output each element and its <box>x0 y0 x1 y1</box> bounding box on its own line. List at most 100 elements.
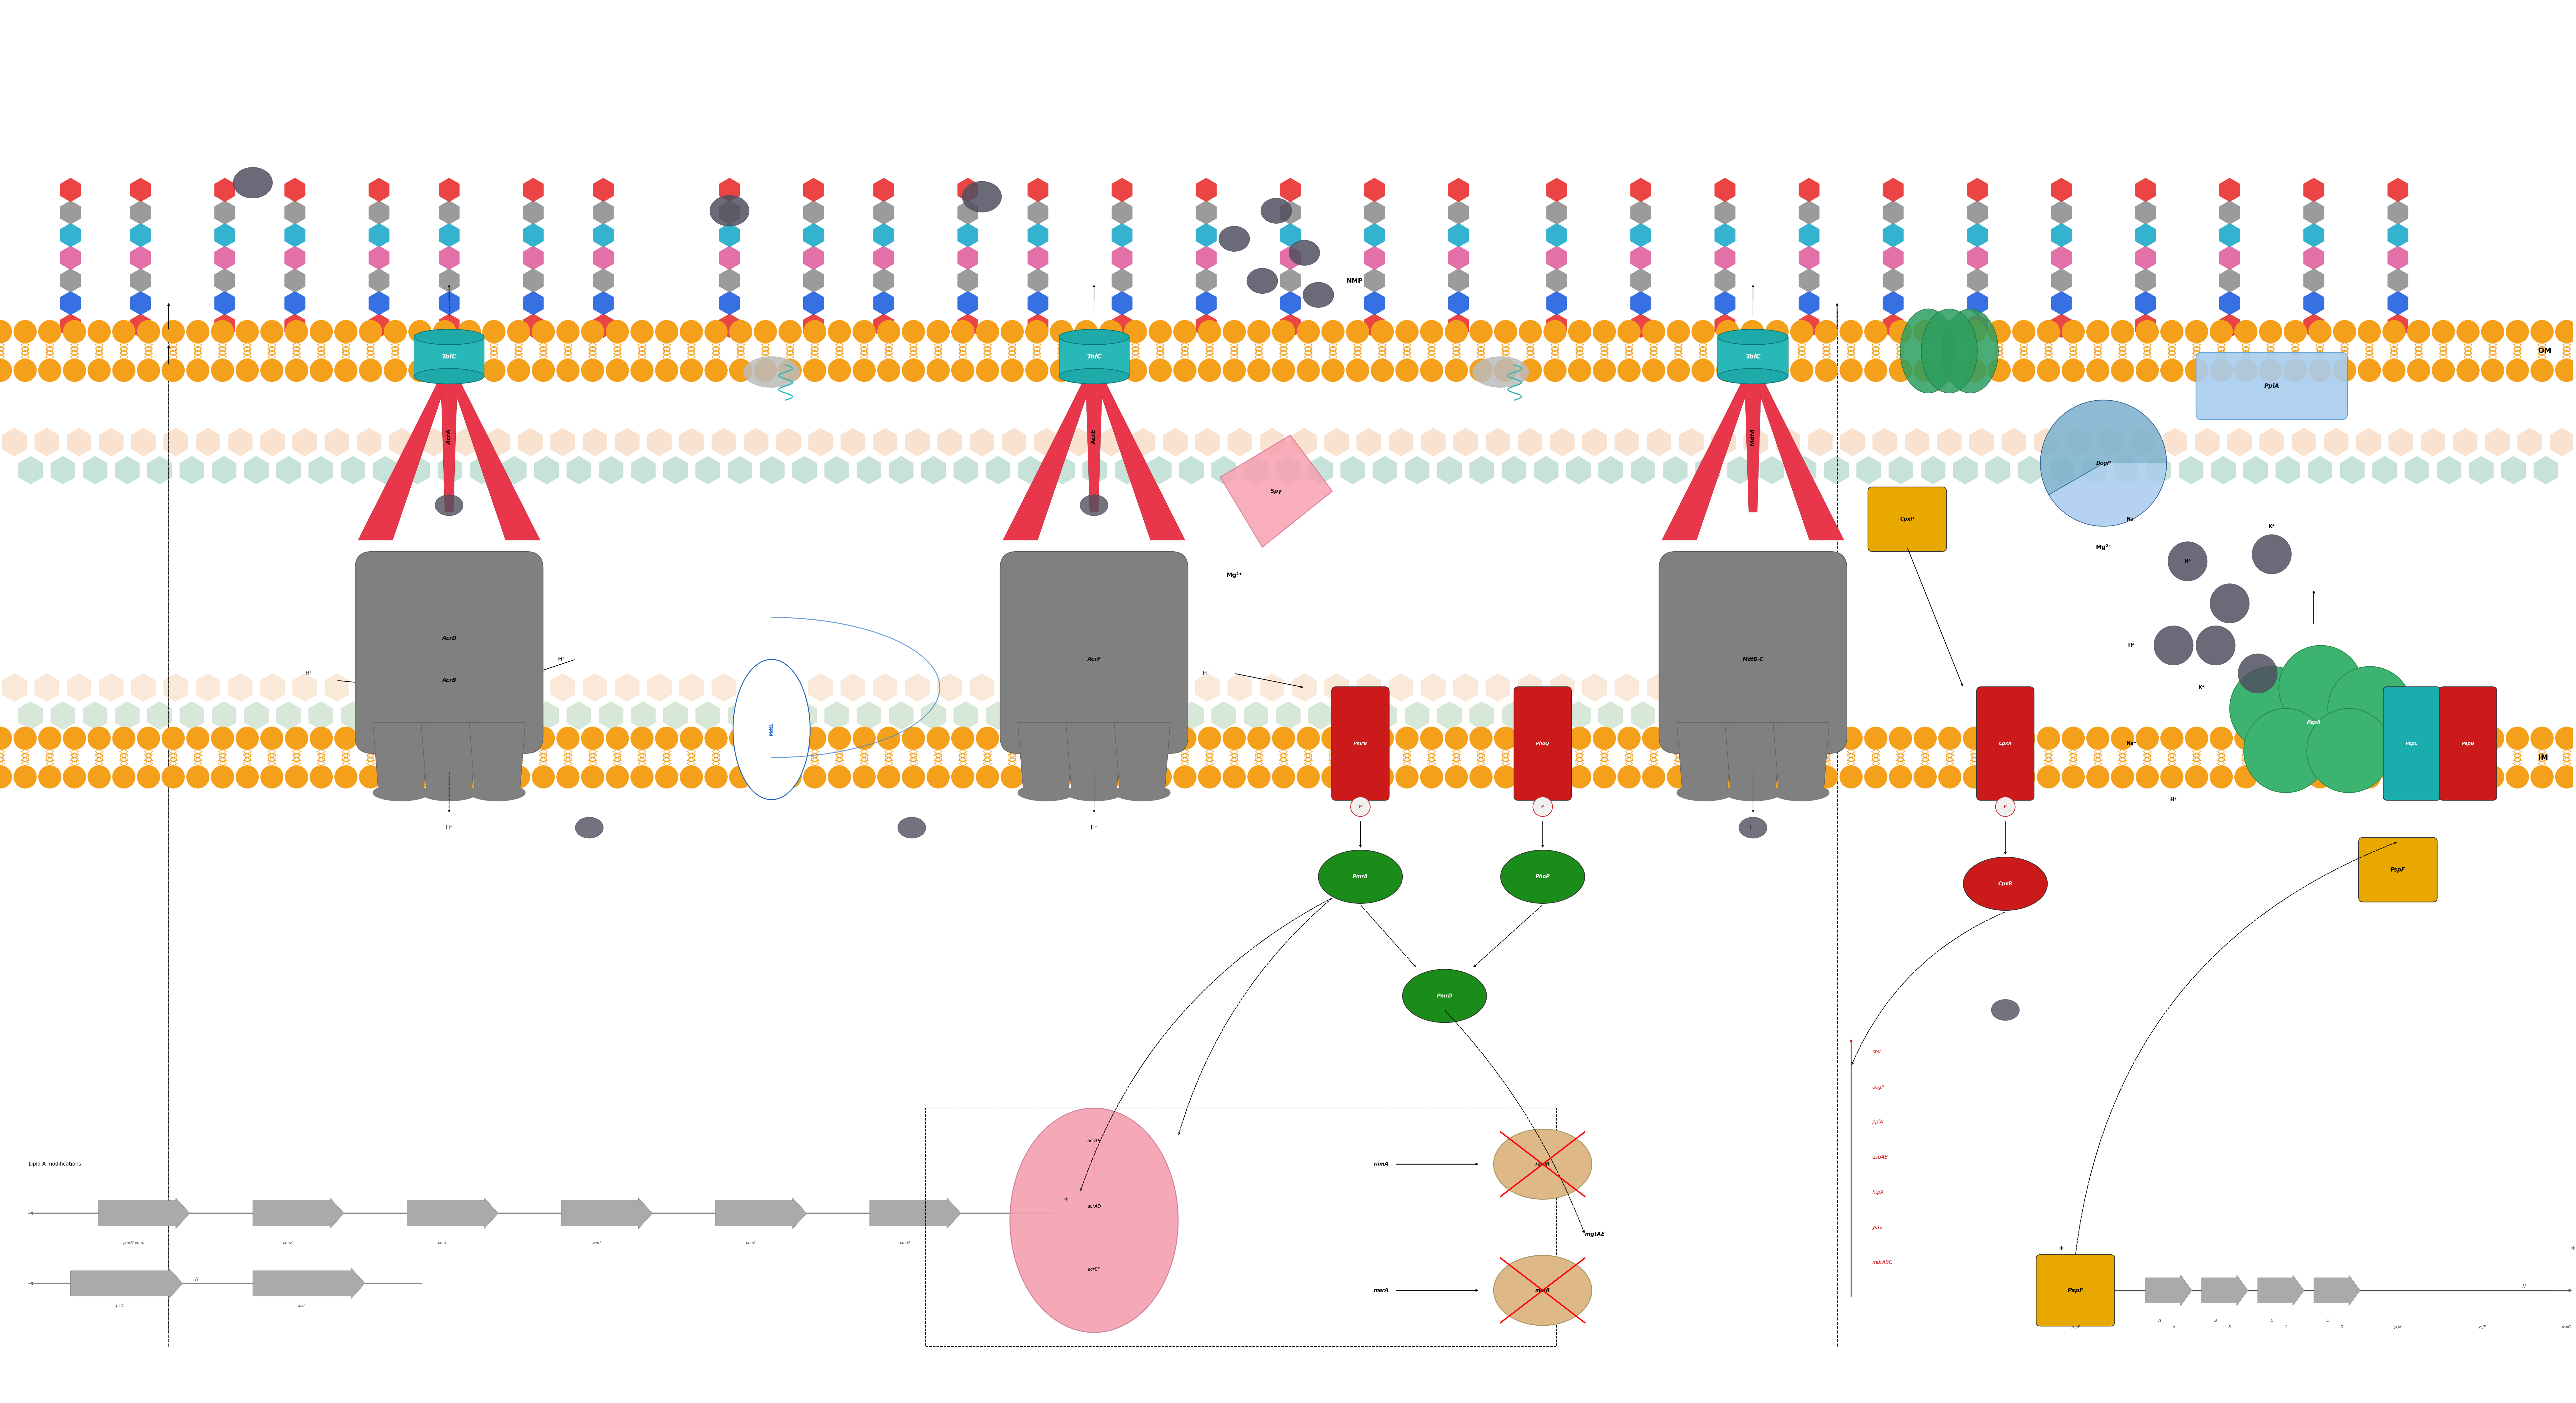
Polygon shape <box>2218 246 2239 269</box>
Polygon shape <box>760 702 783 730</box>
Polygon shape <box>438 702 461 730</box>
Text: marR: marR <box>1535 1288 1551 1292</box>
Ellipse shape <box>961 181 1002 212</box>
Polygon shape <box>2372 456 2396 484</box>
Circle shape <box>410 359 430 382</box>
Polygon shape <box>953 456 979 484</box>
FancyBboxPatch shape <box>2195 352 2347 419</box>
Circle shape <box>2406 359 2429 382</box>
Polygon shape <box>1066 723 1123 793</box>
FancyBboxPatch shape <box>2383 687 2439 800</box>
FancyBboxPatch shape <box>1868 487 1947 551</box>
Circle shape <box>778 766 801 788</box>
Text: NMP: NMP <box>1347 278 1363 283</box>
Ellipse shape <box>1247 268 1278 293</box>
Circle shape <box>2161 320 2182 342</box>
Polygon shape <box>1363 201 1383 224</box>
Circle shape <box>2357 727 2380 749</box>
Circle shape <box>1816 766 1837 788</box>
Polygon shape <box>131 223 152 247</box>
Circle shape <box>1520 359 1540 382</box>
Polygon shape <box>1883 246 1904 269</box>
Circle shape <box>2458 359 2478 382</box>
Text: K⁺: K⁺ <box>2269 523 2275 529</box>
Polygon shape <box>502 456 526 484</box>
Polygon shape <box>98 428 124 456</box>
Circle shape <box>2308 359 2331 382</box>
Polygon shape <box>873 314 894 338</box>
Circle shape <box>2228 666 2313 751</box>
Polygon shape <box>2136 268 2156 292</box>
Polygon shape <box>889 456 914 484</box>
Text: //: // <box>2522 1284 2524 1288</box>
FancyBboxPatch shape <box>1659 551 1847 753</box>
Circle shape <box>1989 766 2009 788</box>
Polygon shape <box>922 702 945 730</box>
Circle shape <box>2012 727 2035 749</box>
Polygon shape <box>276 456 301 484</box>
Circle shape <box>902 320 925 342</box>
Text: PspF: PspF <box>2066 1288 2084 1294</box>
Circle shape <box>1618 766 1641 788</box>
Circle shape <box>2259 727 2282 749</box>
Circle shape <box>1419 766 1443 788</box>
Polygon shape <box>1437 456 1461 484</box>
Polygon shape <box>1437 702 1461 730</box>
Polygon shape <box>1113 178 1133 202</box>
Ellipse shape <box>374 784 428 801</box>
Ellipse shape <box>1113 784 1170 801</box>
Polygon shape <box>567 702 590 730</box>
Circle shape <box>2530 359 2553 382</box>
Polygon shape <box>1280 246 1301 269</box>
Circle shape <box>1741 766 1765 788</box>
Polygon shape <box>82 702 108 730</box>
Text: Na⁺: Na⁺ <box>2125 741 2136 746</box>
Polygon shape <box>858 702 881 730</box>
Polygon shape <box>1033 673 1059 702</box>
Circle shape <box>2481 766 2504 788</box>
Polygon shape <box>2308 456 2331 484</box>
Circle shape <box>113 766 134 788</box>
Circle shape <box>1520 766 1540 788</box>
Polygon shape <box>389 428 415 456</box>
Circle shape <box>0 359 13 382</box>
Circle shape <box>113 320 134 342</box>
Circle shape <box>137 727 160 749</box>
Circle shape <box>162 727 185 749</box>
Polygon shape <box>922 456 945 484</box>
Circle shape <box>2210 584 2249 623</box>
Circle shape <box>827 359 850 382</box>
Circle shape <box>2012 359 2035 382</box>
Circle shape <box>927 727 951 749</box>
Circle shape <box>1692 727 1713 749</box>
Circle shape <box>1445 766 1468 788</box>
Polygon shape <box>1066 673 1090 702</box>
Circle shape <box>2506 727 2530 749</box>
Circle shape <box>1074 359 1097 382</box>
Circle shape <box>2259 359 2282 382</box>
Circle shape <box>755 766 775 788</box>
Circle shape <box>507 320 531 342</box>
Circle shape <box>1765 727 1788 749</box>
Polygon shape <box>804 268 824 292</box>
Polygon shape <box>858 456 881 484</box>
Ellipse shape <box>1991 999 2020 1020</box>
Polygon shape <box>469 723 526 793</box>
Polygon shape <box>438 292 459 316</box>
Polygon shape <box>451 376 541 540</box>
Circle shape <box>1914 727 1937 749</box>
Circle shape <box>1468 320 1492 342</box>
Polygon shape <box>592 268 613 292</box>
Polygon shape <box>1716 178 1736 202</box>
Polygon shape <box>59 223 80 247</box>
Circle shape <box>1224 727 1244 749</box>
Circle shape <box>755 359 775 382</box>
Text: ppiA: ppiA <box>1873 1120 1883 1125</box>
Polygon shape <box>131 314 152 338</box>
Circle shape <box>286 766 309 788</box>
Polygon shape <box>294 673 317 702</box>
Polygon shape <box>1716 314 1736 338</box>
Polygon shape <box>358 428 381 456</box>
Circle shape <box>556 766 580 788</box>
Polygon shape <box>2403 456 2429 484</box>
